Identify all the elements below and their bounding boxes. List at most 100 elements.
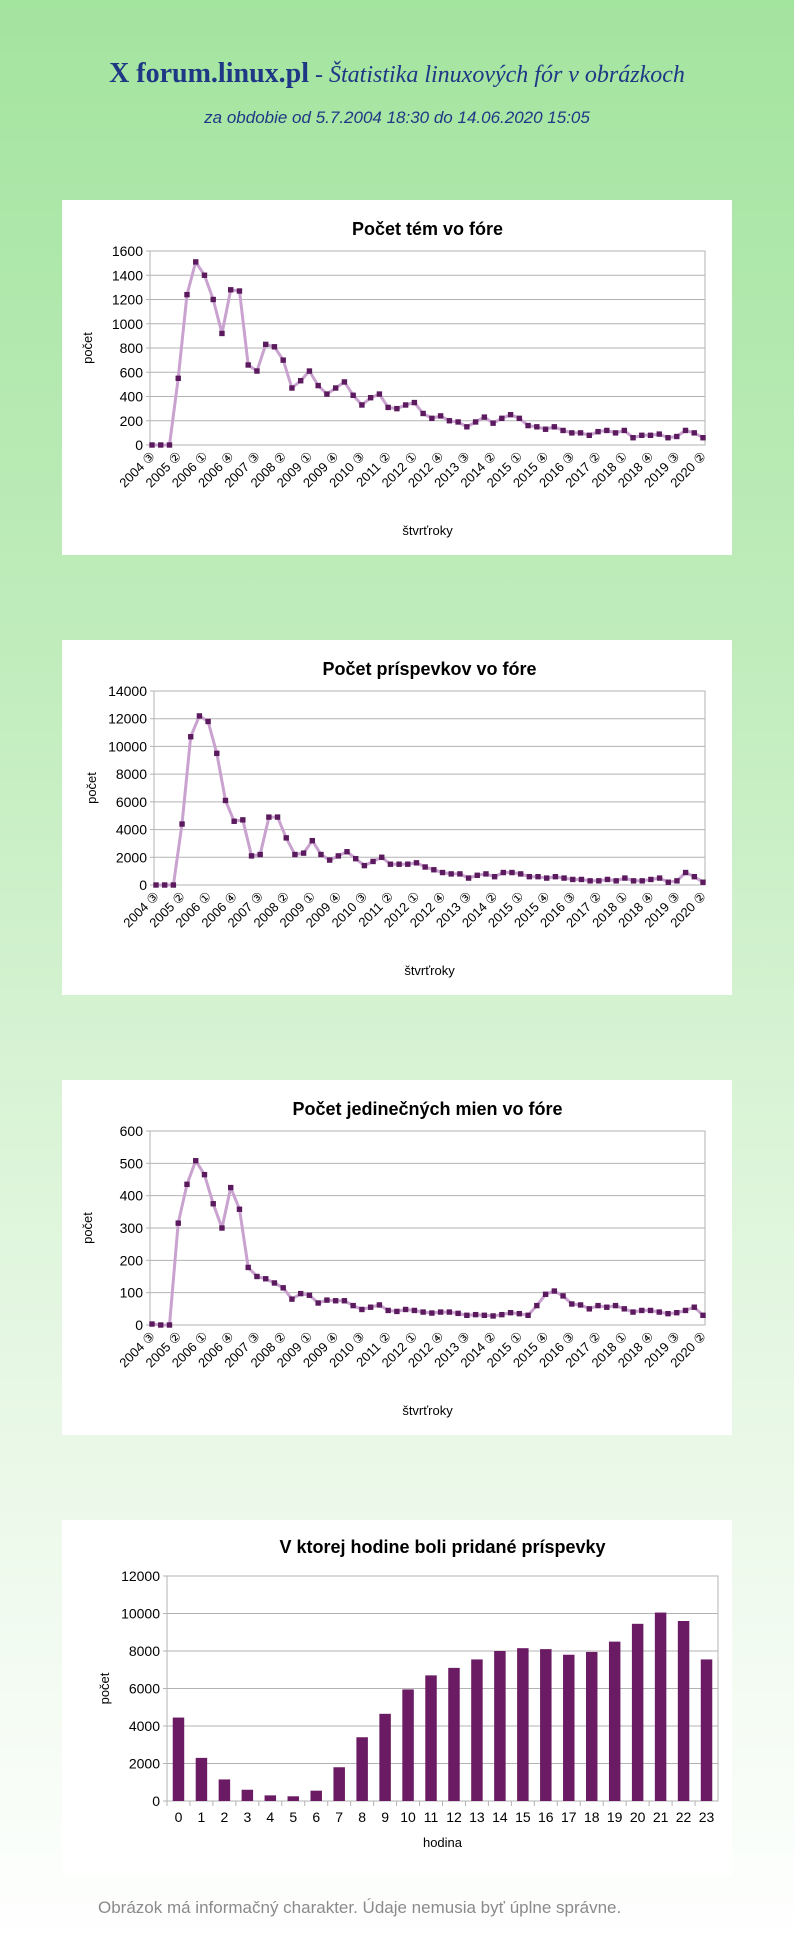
x-tick-label: 6 xyxy=(312,1809,320,1825)
y-tick-label: 4000 xyxy=(129,1718,160,1734)
period-text: za obdobie od 5.7.2004 18:30 do 14.06.20… xyxy=(204,108,590,127)
bar xyxy=(402,1689,414,1801)
data-point xyxy=(542,426,549,432)
data-point xyxy=(674,1310,680,1316)
data-point xyxy=(691,1304,697,1310)
chart-panel-hours: V ktorej hodine boli pridané príspevky 0 2… xyxy=(62,1520,732,1875)
data-point xyxy=(612,1302,619,1309)
data-point xyxy=(604,1304,610,1310)
data-point xyxy=(335,853,342,859)
data-point xyxy=(682,869,689,876)
data-point xyxy=(236,288,243,294)
data-point xyxy=(166,1322,173,1328)
data-point xyxy=(193,1158,199,1164)
data-point xyxy=(622,875,628,881)
y-tick-label: 14000 xyxy=(108,683,147,699)
data-point xyxy=(385,1307,391,1314)
x-tick-label: 2 xyxy=(220,1809,228,1825)
data-point xyxy=(455,1310,461,1317)
data-point xyxy=(431,867,437,873)
data-point xyxy=(210,1201,216,1207)
y-tick-label: 8000 xyxy=(116,766,147,782)
data-point xyxy=(367,1304,374,1310)
data-point xyxy=(647,1307,654,1314)
site-brand[interactable]: X forum.linux.pl xyxy=(109,58,309,89)
y-tick-label: 600 xyxy=(120,364,144,380)
data-point xyxy=(630,878,637,884)
y-tick-label: 0 xyxy=(152,1793,160,1809)
data-point xyxy=(385,404,391,411)
data-point xyxy=(560,1293,566,1299)
bar xyxy=(540,1649,552,1801)
y-axis-label: počet xyxy=(80,332,95,364)
data-point xyxy=(332,385,339,391)
disclaimer-text: Obrázok má informačný charakter. Údaje n… xyxy=(98,1898,622,1917)
bar xyxy=(471,1659,483,1801)
x-tick-label: 18 xyxy=(584,1809,600,1825)
data-point xyxy=(161,882,168,888)
bar xyxy=(608,1641,621,1801)
data-point xyxy=(201,272,208,278)
data-point xyxy=(370,858,376,865)
x-tick-label: 19 xyxy=(607,1809,623,1825)
data-point xyxy=(350,1302,356,1309)
data-point xyxy=(569,430,575,436)
x-tick-label: 12 xyxy=(446,1809,462,1825)
y-tick-label: 6000 xyxy=(116,794,147,810)
data-point xyxy=(240,817,246,823)
data-point xyxy=(324,1297,330,1303)
data-point xyxy=(586,1306,593,1312)
data-point xyxy=(359,1306,365,1313)
data-point xyxy=(297,1290,304,1297)
bar xyxy=(425,1675,437,1801)
x-tick-label: 5 xyxy=(289,1809,297,1825)
data-point xyxy=(535,873,541,880)
data-point xyxy=(257,851,263,858)
data-point xyxy=(621,1306,627,1312)
chart-panel-unique-names: Počet jedinečných mien vo fóre 0 100 200 300… xyxy=(62,1080,732,1435)
data-point xyxy=(437,1309,444,1315)
plot-area xyxy=(153,690,706,886)
x-tick-label: 3 xyxy=(243,1809,251,1825)
data-point xyxy=(569,1301,575,1307)
data-point xyxy=(481,414,488,420)
data-point xyxy=(621,427,627,434)
data-point xyxy=(344,849,350,855)
y-tick-label: 10000 xyxy=(108,738,147,754)
bar xyxy=(631,1623,644,1801)
data-point xyxy=(411,399,418,406)
y-tick-label: 600 xyxy=(120,1123,144,1139)
data-point xyxy=(630,435,636,441)
bar xyxy=(677,1621,690,1801)
data-point xyxy=(439,869,446,876)
y-axis-label: počet xyxy=(80,1212,95,1244)
data-point xyxy=(318,851,324,858)
data-point xyxy=(446,1309,453,1315)
data-point xyxy=(420,1309,426,1315)
data-point xyxy=(248,853,255,859)
data-point xyxy=(674,433,680,440)
data-point xyxy=(271,1280,278,1286)
y-tick-label: 2000 xyxy=(129,1756,160,1772)
data-point xyxy=(534,1302,540,1309)
y-tick-label: 300 xyxy=(120,1220,144,1236)
data-point xyxy=(612,430,619,436)
data-point xyxy=(639,432,645,438)
data-point xyxy=(560,427,566,434)
y-tick-label: 400 xyxy=(120,389,144,405)
y-tick-label: 0 xyxy=(139,877,147,893)
data-point xyxy=(437,413,444,419)
y-tick-label: 100 xyxy=(120,1285,144,1301)
data-point xyxy=(534,424,540,430)
x-tick-label: 22 xyxy=(676,1809,692,1825)
bar xyxy=(172,1717,185,1801)
bar xyxy=(241,1789,254,1801)
data-point xyxy=(341,1298,348,1304)
data-point xyxy=(656,875,663,881)
data-point xyxy=(411,1307,418,1314)
x-tick-label: 1 xyxy=(198,1809,206,1825)
x-tick-label: 20 xyxy=(630,1809,646,1825)
bar xyxy=(310,1790,322,1801)
data-point xyxy=(326,857,333,863)
data-point xyxy=(491,873,498,880)
